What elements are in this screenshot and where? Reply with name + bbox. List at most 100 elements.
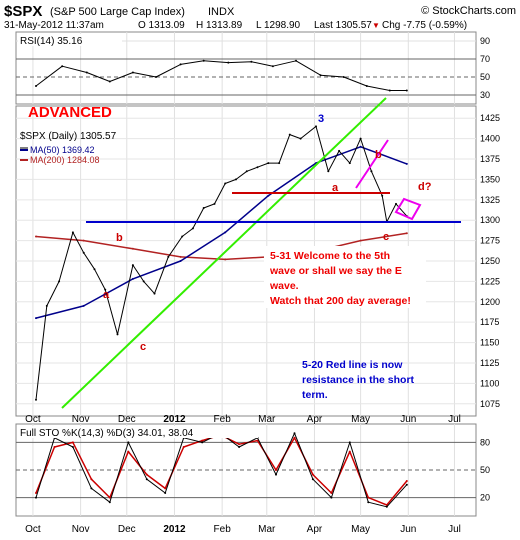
- sto-x-label: Jul: [448, 524, 461, 535]
- sto-d-line-point: [311, 473, 314, 476]
- sto-y-tick: 20: [480, 493, 490, 503]
- sto-k-line-point: [90, 487, 93, 490]
- price-line-point: [93, 268, 96, 271]
- sto-d-line-point: [275, 469, 277, 471]
- price-line-point: [327, 170, 330, 173]
- note1-line2: wave or shall we say the E: [269, 265, 402, 277]
- price-line-point: [181, 235, 184, 238]
- wave-label-b1: b: [116, 232, 123, 244]
- sto-k-line-point: [127, 441, 130, 444]
- price-line-point: [104, 288, 107, 291]
- sto-k-line-point: [145, 478, 148, 481]
- price-x-label: Dec: [118, 414, 136, 425]
- price-y-tick: 1350: [480, 174, 500, 184]
- price-x-label: Nov: [72, 414, 90, 425]
- sto-k-line-point: [367, 501, 370, 504]
- price-line-point: [131, 264, 134, 267]
- rsi-line-point: [271, 65, 274, 68]
- wave-label-c1: c: [140, 341, 146, 353]
- sto-k-line-point: [108, 501, 111, 504]
- price-x-label: Jul: [448, 414, 461, 425]
- price-line-point: [235, 178, 237, 181]
- rsi-line-point: [85, 71, 88, 74]
- rsi-line-point: [131, 71, 134, 74]
- price-line-point: [45, 304, 48, 307]
- price-line-point: [359, 137, 362, 140]
- sto-d-line-point: [71, 441, 74, 444]
- wave-label-a1: a: [103, 289, 110, 301]
- symbol: $SPX: [4, 3, 42, 20]
- price-x-label: Mar: [258, 414, 276, 425]
- sto-k-line-point: [71, 446, 74, 448]
- ma50-line-point: [405, 162, 408, 165]
- price-y-tick: 1425: [480, 113, 500, 123]
- green-trendline: [61, 97, 387, 409]
- sto-k-line-point: [238, 446, 241, 448]
- price-line-point: [348, 162, 351, 165]
- price-x-label: Feb: [214, 414, 232, 425]
- rsi-line-point: [405, 89, 408, 92]
- sto-d-line-point: [127, 450, 130, 453]
- price-line-point: [288, 133, 291, 136]
- legend-ma200: MA(200) 1284.08: [30, 155, 100, 165]
- price-line-point: [278, 162, 281, 165]
- sto-d-line-point: [293, 436, 296, 439]
- sto-d-line-point: [201, 439, 204, 442]
- sto-x-label: Feb: [214, 524, 232, 535]
- price-y-tick: 1225: [480, 276, 500, 286]
- quote-change-arrow: ▼: [372, 21, 380, 30]
- quote-low: L 1298.90: [256, 20, 301, 31]
- rsi-line-point: [365, 85, 368, 87]
- price-y-tick: 1375: [480, 154, 500, 164]
- rsi-line-point: [388, 89, 391, 92]
- price-y-tick: 1125: [480, 358, 499, 368]
- sto-x-label: Mar: [258, 524, 276, 535]
- price-y-tick: 1400: [480, 134, 500, 144]
- ma50-line-point: [224, 231, 227, 234]
- rsi-line-point: [295, 59, 297, 62]
- price-line-point: [338, 149, 341, 152]
- price-line-point: [202, 207, 205, 209]
- sto-x-label: Apr: [307, 524, 323, 535]
- brand: © StockCharts.com: [421, 5, 516, 17]
- note1-line4: Watch that 200 day average!: [270, 295, 411, 307]
- quote-open: O 1313.09: [138, 20, 185, 31]
- quote-last: Last 1305.57: [314, 20, 372, 31]
- price-line-point: [315, 125, 317, 128]
- sto-x-label: Nov: [72, 524, 90, 535]
- rsi-line-point: [108, 80, 111, 83]
- price-line-point: [82, 251, 85, 254]
- sto-k-line-point: [385, 505, 388, 508]
- sto-d-line-point: [182, 446, 185, 448]
- price-line-point: [267, 162, 270, 165]
- ma200-line-point: [35, 235, 37, 238]
- rsi-y-tick: 70: [480, 54, 490, 64]
- price-y-tick: 1300: [480, 215, 500, 225]
- sto-d-line-point: [367, 496, 370, 499]
- rsi-line-point: [179, 63, 182, 66]
- ma200-line-point: [405, 232, 408, 235]
- note1-bg: [264, 246, 426, 308]
- note2-line2: resistance in the short: [302, 374, 415, 386]
- price-line: [35, 125, 408, 400]
- advanced-label: ADVANCED: [28, 104, 112, 121]
- rsi-line-point: [35, 85, 37, 87]
- sto-d-line-point: [330, 492, 333, 494]
- sto-title-bg: [18, 426, 258, 438]
- ma50-line-point: [131, 277, 134, 280]
- price-x-label: Jun: [400, 414, 416, 425]
- ma200-line-point: [131, 247, 134, 250]
- rsi-y-tick: 30: [480, 90, 490, 100]
- ma50-line-point: [359, 145, 362, 148]
- price-line-point: [191, 227, 194, 230]
- rsi-line-point: [61, 65, 64, 68]
- rsi-line-point: [202, 59, 205, 62]
- price-line-point: [370, 170, 373, 173]
- price-y-tick: 1075: [480, 399, 500, 409]
- sto-x-label: 2012: [163, 524, 186, 535]
- rsi-line-point: [155, 76, 157, 78]
- rsi-line-point: [319, 74, 322, 77]
- sto-k-line-point: [293, 432, 296, 435]
- price-line-point: [299, 137, 302, 140]
- ma200-line-point: [82, 239, 85, 242]
